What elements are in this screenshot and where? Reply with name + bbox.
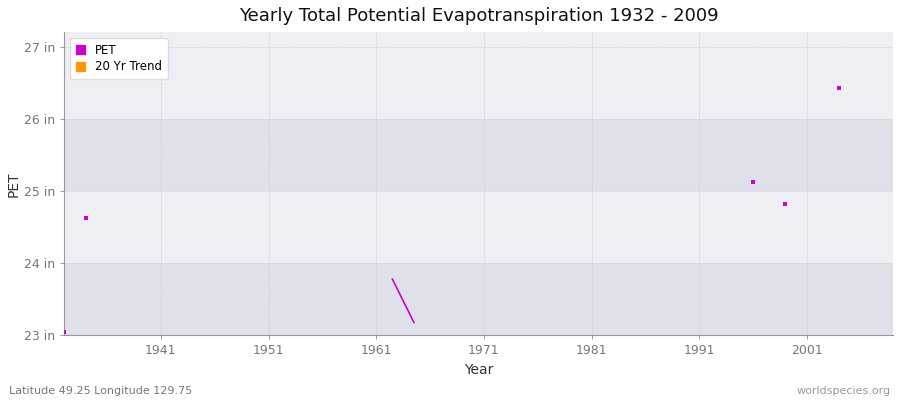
Text: worldspecies.org: worldspecies.org bbox=[796, 386, 891, 396]
Bar bbox=[64, 263, 893, 336]
X-axis label: Year: Year bbox=[464, 363, 493, 377]
Point bbox=[746, 179, 760, 186]
Bar bbox=[64, 119, 893, 191]
Y-axis label: PET: PET bbox=[7, 171, 21, 196]
Point bbox=[778, 201, 793, 207]
Point bbox=[832, 85, 846, 92]
Text: Latitude 49.25 Longitude 129.75: Latitude 49.25 Longitude 129.75 bbox=[9, 386, 193, 396]
Title: Yearly Total Potential Evapotranspiration 1932 - 2009: Yearly Total Potential Evapotranspiratio… bbox=[238, 7, 718, 25]
Point bbox=[78, 215, 93, 222]
Point bbox=[57, 329, 71, 335]
Legend: PET, 20 Yr Trend: PET, 20 Yr Trend bbox=[70, 38, 167, 79]
